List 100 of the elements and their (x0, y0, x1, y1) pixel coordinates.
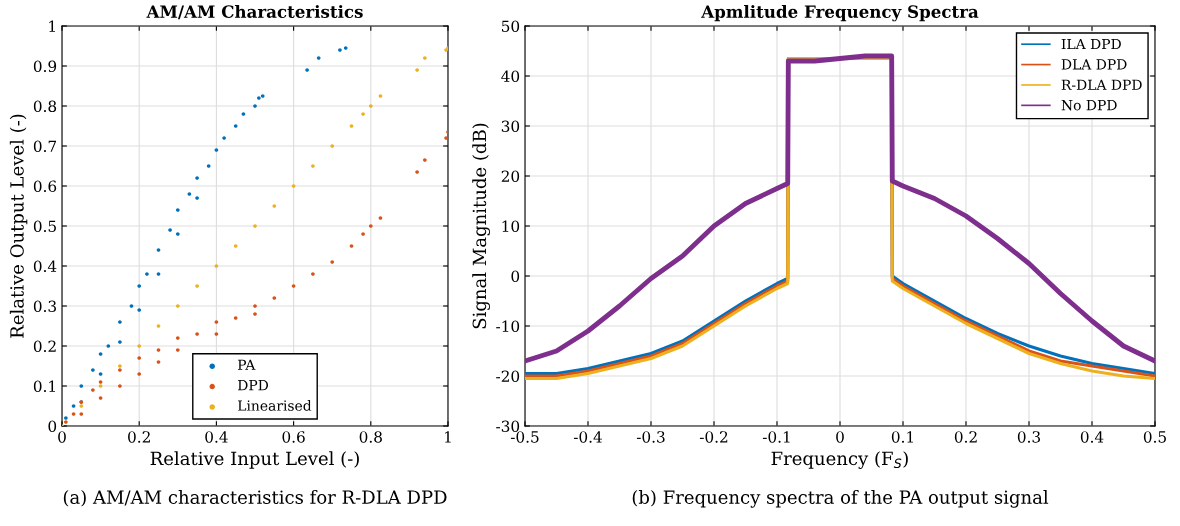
point (106, 344, 111, 348)
point (137, 372, 142, 376)
legend-label: No DPD (1061, 100, 1117, 111)
point (195, 196, 199, 200)
point (305, 68, 309, 72)
point (415, 170, 419, 174)
point (156, 248, 161, 252)
point (253, 304, 257, 308)
point (378, 94, 383, 98)
point (175, 348, 180, 352)
point (222, 136, 226, 140)
point (64, 416, 68, 420)
x-tick-label: 0.1 (891, 431, 913, 443)
point (214, 264, 219, 268)
point (98, 372, 103, 376)
point (260, 94, 265, 98)
point (233, 244, 238, 248)
x-tick-label: 0.2 (128, 431, 150, 443)
point (330, 260, 335, 264)
y-tick-label: 0.1 (33, 380, 55, 393)
x-tick-label: -0.2 (699, 431, 728, 443)
point (175, 336, 180, 340)
point (98, 352, 103, 356)
y-tick-label: 0.8 (33, 100, 57, 113)
point (311, 272, 315, 276)
point (98, 380, 103, 384)
point (91, 368, 95, 372)
point (361, 112, 365, 116)
legend-label: ILA DPD (1061, 38, 1121, 50)
point (137, 356, 142, 360)
point (233, 316, 238, 320)
point (368, 224, 373, 228)
legend-label: Linearised (237, 400, 312, 411)
point (175, 208, 180, 212)
x-tick-label: 0.8 (359, 431, 382, 443)
point (195, 284, 199, 288)
x-tick-label: 0.5 (1143, 431, 1166, 443)
point (137, 308, 142, 312)
y-tick-label: 0.6 (33, 180, 57, 193)
point (79, 412, 84, 416)
point (361, 232, 365, 236)
y-tick-label: 0.4 (33, 260, 57, 273)
point (291, 284, 296, 288)
y-axis-title: Relative Output Level (-) (9, 114, 28, 338)
point (368, 104, 373, 108)
y-tick-label: 0 (48, 420, 57, 433)
point (316, 56, 321, 60)
y-tick-label: -20 (496, 370, 520, 383)
point (195, 332, 199, 336)
point (349, 124, 354, 128)
point (423, 158, 427, 162)
point (214, 320, 219, 324)
point (79, 404, 84, 408)
x-tick-label: -0.5 (510, 431, 539, 443)
point (187, 192, 192, 196)
x-tick-label: 1 (445, 431, 451, 443)
y-tick-label: 0.9 (33, 60, 57, 73)
y-tick-label: -10 (496, 320, 520, 333)
point (118, 364, 122, 368)
point (118, 320, 122, 324)
legend-label: DPD (237, 380, 269, 391)
point (156, 348, 161, 352)
y-tick-label: 0.5 (33, 220, 56, 233)
point (272, 204, 277, 208)
point (272, 296, 277, 300)
point (98, 384, 103, 388)
point (98, 396, 103, 400)
point (330, 144, 335, 148)
point (79, 384, 84, 388)
point (241, 112, 246, 116)
point (444, 136, 448, 140)
point (311, 164, 315, 168)
x-tick-label: -0.1 (762, 431, 790, 443)
point (349, 244, 354, 248)
point (338, 48, 342, 52)
point (137, 284, 142, 288)
x-tick-label: 0.4 (205, 431, 228, 443)
point (145, 272, 149, 276)
y-tick-label: 20 (501, 170, 520, 183)
legend-label: DLA DPD (1061, 59, 1127, 70)
point (253, 312, 257, 316)
y-tick-label: 0.7 (33, 140, 57, 153)
point (233, 124, 238, 128)
point (156, 360, 161, 364)
point (343, 46, 348, 50)
point (168, 228, 172, 232)
x-tick-label: -0.3 (636, 431, 665, 443)
point (253, 104, 257, 108)
y-tick-label: 0.3 (33, 300, 57, 313)
point (91, 388, 95, 392)
point (195, 176, 199, 180)
y-tick-label: 50 (502, 20, 520, 33)
point (253, 224, 257, 228)
point (156, 272, 161, 276)
x-tick-label: 0.4 (1080, 431, 1104, 443)
point (175, 304, 180, 308)
y-tick-label: 0.2 (33, 340, 56, 353)
point (378, 216, 383, 220)
x-axis-title: Relative Input Level (-) (150, 451, 359, 469)
point (214, 148, 219, 152)
